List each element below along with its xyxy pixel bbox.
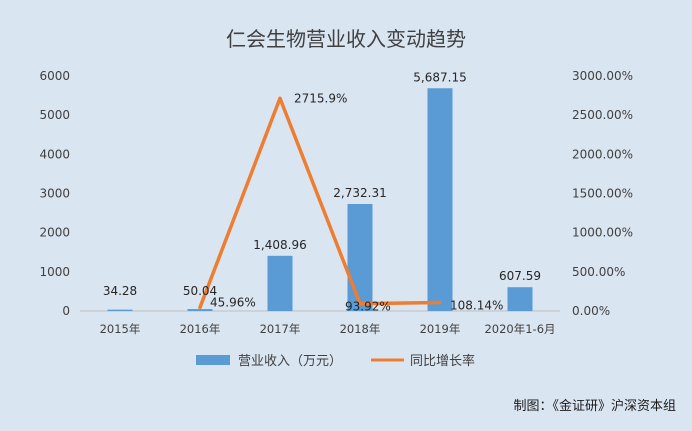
bar bbox=[507, 287, 533, 311]
left-axis-tick-label: 2000 bbox=[39, 226, 70, 240]
left-y-axis: 0 1000 2000 3000 4000 5000 6000 bbox=[39, 69, 70, 318]
left-axis-tick-label: 3000 bbox=[39, 187, 70, 201]
line-value-label: 93.92% bbox=[345, 300, 391, 314]
right-axis-tick-label: 3000.00% bbox=[572, 69, 633, 83]
line-data-labels: 45.96% 2715.9% 93.92% 108.14% bbox=[210, 91, 503, 313]
growth-point bbox=[198, 305, 202, 309]
legend-label-revenue: 营业收入（万元） bbox=[238, 354, 342, 369]
left-axis-tick-label: 0 bbox=[62, 304, 70, 318]
x-axis-tick-label: 2015年 bbox=[100, 322, 141, 336]
legend-swatch-revenue bbox=[196, 355, 230, 365]
bar-value-label: 607.59 bbox=[499, 269, 541, 283]
line-value-label: 45.96% bbox=[210, 295, 256, 309]
x-axis-tick-label: 2017年 bbox=[260, 322, 301, 336]
right-axis-tick-label: 0.00% bbox=[572, 304, 610, 318]
right-axis-tick-label: 2500.00% bbox=[572, 108, 633, 122]
bar-series bbox=[107, 88, 533, 311]
line-series bbox=[198, 96, 442, 310]
legend: 营业收入（万元） 同比增长率 bbox=[196, 353, 475, 369]
left-axis-tick-label: 1000 bbox=[39, 265, 70, 279]
x-axis-tick-label: 2020年1-6月 bbox=[484, 322, 555, 336]
left-axis-tick-label: 5000 bbox=[39, 108, 70, 122]
bar bbox=[347, 203, 373, 311]
right-y-axis: 0.00% 500.00% 1000.00% 1500.00% 2000.00% 2500… bbox=[572, 69, 633, 318]
bar-value-label: 50.04 bbox=[183, 284, 217, 298]
growth-point bbox=[438, 301, 442, 305]
left-axis-tick-label: 6000 bbox=[39, 69, 70, 83]
x-axis: 2015年 2016年 2017年 2018年 2019年 2020年1-6月 bbox=[100, 322, 556, 336]
bar bbox=[267, 255, 293, 311]
bar bbox=[427, 88, 453, 311]
chart-title: 仁会生物营业收入变动趋势 bbox=[226, 27, 466, 51]
bar-data-labels: 34.28 50.04 1,408.96 2,732.31 5,687.15 607.59 bbox=[103, 70, 541, 298]
line-value-label: 2715.9% bbox=[294, 91, 347, 105]
credit-text: 制图：《金证研》沪深资本组 bbox=[513, 398, 676, 414]
right-axis-tick-label: 1000.00% bbox=[572, 226, 633, 240]
bar-value-label: 34.28 bbox=[103, 284, 137, 298]
x-axis-tick-label: 2016年 bbox=[180, 322, 221, 336]
growth-point bbox=[358, 302, 362, 306]
bar bbox=[107, 309, 133, 311]
bar-value-label: 5,687.15 bbox=[413, 70, 466, 84]
x-axis-tick-label: 2018年 bbox=[340, 322, 381, 336]
growth-line bbox=[198, 96, 442, 310]
x-axis-tick-label: 2019年 bbox=[420, 322, 461, 336]
right-axis-tick-label: 2000.00% bbox=[572, 147, 633, 161]
left-axis-tick-label: 4000 bbox=[39, 147, 70, 161]
bar-value-label: 1,408.96 bbox=[253, 238, 306, 252]
legend-label-growth: 同比增长率 bbox=[410, 353, 475, 369]
bar-value-label: 2,732.31 bbox=[333, 186, 386, 200]
bar bbox=[187, 309, 213, 311]
growth-point bbox=[278, 96, 282, 100]
right-axis-tick-label: 1500.00% bbox=[572, 187, 633, 201]
right-axis-tick-label: 500.00% bbox=[572, 265, 625, 279]
line-value-label: 108.14% bbox=[450, 299, 503, 313]
